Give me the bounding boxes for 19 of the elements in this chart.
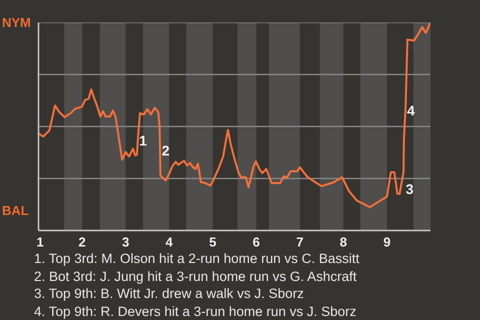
x-tick-label: 1 <box>36 234 44 250</box>
x-tick-label: 2 <box>78 234 86 250</box>
x-tick-label: 6 <box>252 234 260 250</box>
annotation: 3 <box>406 180 414 197</box>
text: NYM <box>2 14 31 32</box>
x-tick-label: 7 <box>296 234 304 250</box>
annotation: 2 <box>162 142 170 158</box>
x-tick-label: 3 <box>122 234 130 250</box>
annotation: 1 <box>139 132 148 148</box>
annotation: 4 <box>407 102 416 118</box>
text: 1. Top 3rd: M. Olson hit a 2-run home run vs C. Bassitt <box>34 251 360 266</box>
x-tick-label: 4 <box>166 234 174 250</box>
x-tick-label: 5 <box>209 234 216 250</box>
x-tick-label: 9 <box>383 234 391 250</box>
text: 4. Top 9th: R. Devers hit a 3-run home run vs J. Sborz <box>34 304 356 318</box>
text: BAL <box>2 202 29 220</box>
text: 2. Bot 3rd: J. Jung hit a 3-run home run vs G. Ashcraft <box>34 268 357 284</box>
x-tick-label: 8 <box>340 234 348 250</box>
text: 3. Top 9th: B. Witt Jr. drew a walk vs J. Sborz <box>34 286 304 301</box>
